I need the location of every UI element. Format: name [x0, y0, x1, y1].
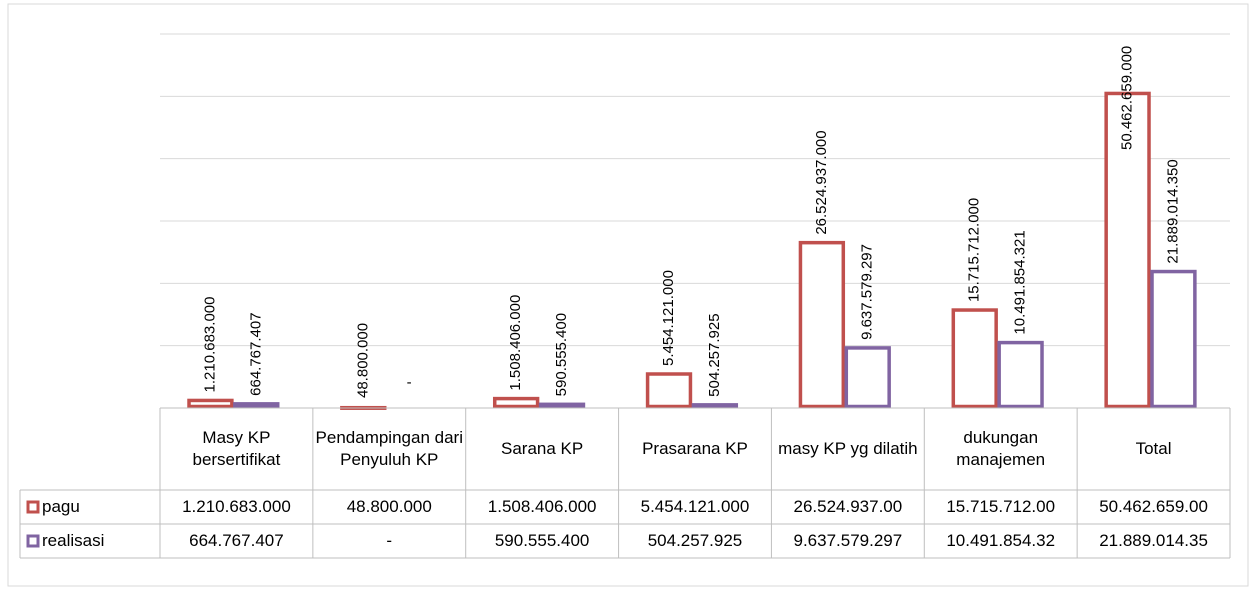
- data-label: 504.257.925: [706, 313, 723, 396]
- bar: [1104, 91, 1151, 409]
- x-tick-label: Total: [1135, 439, 1172, 458]
- table-cell: 9.637.579.297: [793, 531, 903, 550]
- data-label: 664.767.407: [247, 312, 264, 395]
- table-cell: 21.889.014.35: [1099, 531, 1208, 550]
- table-cell: 10.491.854.32: [946, 531, 1056, 550]
- bar: [1150, 269, 1197, 409]
- data-label: 1.210.683.000: [201, 297, 218, 393]
- data-label: 5.454.121.000: [660, 270, 677, 366]
- bar: [798, 240, 846, 409]
- data-label: 15.715.712.000: [966, 198, 983, 302]
- bar: [492, 396, 540, 409]
- table-cell: 504.257.925: [647, 531, 743, 550]
- bar: [187, 398, 234, 409]
- table-cell: 1.210.683.000: [182, 497, 291, 516]
- table-cell: 26.524.937.00: [793, 497, 903, 516]
- data-label: -: [407, 374, 412, 391]
- table-cell: 15.715.712.00: [946, 497, 1056, 516]
- x-tick-label: Pendampingan dari Penyuluh KP: [315, 428, 463, 469]
- data-label: 48.800.000: [354, 323, 371, 398]
- legend-label: realisasi: [42, 531, 105, 550]
- legend-label: pagu: [42, 497, 80, 516]
- chart-border: [7, 3, 1249, 587]
- table-cell: 5.454.121.000: [640, 497, 750, 516]
- bar: [844, 346, 891, 409]
- data-label: 10.491.854.321: [1012, 230, 1029, 334]
- data-label: 1.508.406.000: [507, 295, 524, 391]
- data-label: 26.524.937.000: [813, 130, 830, 234]
- x-tick-label: dukungan manajemen: [956, 428, 1046, 469]
- table-cell: 664.767.407: [189, 531, 284, 550]
- table-cell: 1.508.406.000: [487, 497, 597, 516]
- data-label: 50.462.659.000: [1119, 46, 1136, 150]
- x-tick-label: Masy KP bersertifikat: [192, 428, 281, 469]
- x-tick-label: Sarana KP: [501, 439, 584, 458]
- bar: [233, 402, 280, 409]
- bar: [691, 403, 739, 409]
- bar: [645, 372, 693, 409]
- bar: [997, 340, 1044, 409]
- data-label: 9.637.579.297: [859, 244, 876, 340]
- legend-key: [26, 534, 40, 548]
- table-cell: -: [386, 531, 393, 550]
- table-cell: 50.462.659.00: [1099, 497, 1208, 516]
- bar: [538, 402, 586, 409]
- table-cell: 590.555.400: [494, 531, 590, 550]
- x-tick-label: masy KP yg dilatih: [778, 439, 918, 458]
- legend-key: [26, 500, 40, 514]
- bar: [951, 308, 998, 409]
- x-tick-label: Prasarana KP: [642, 439, 748, 458]
- table-cell: 48.800.000: [346, 497, 432, 516]
- data-label: 21.889.014.350: [1164, 159, 1181, 263]
- data-label: 590.555.400: [553, 313, 570, 396]
